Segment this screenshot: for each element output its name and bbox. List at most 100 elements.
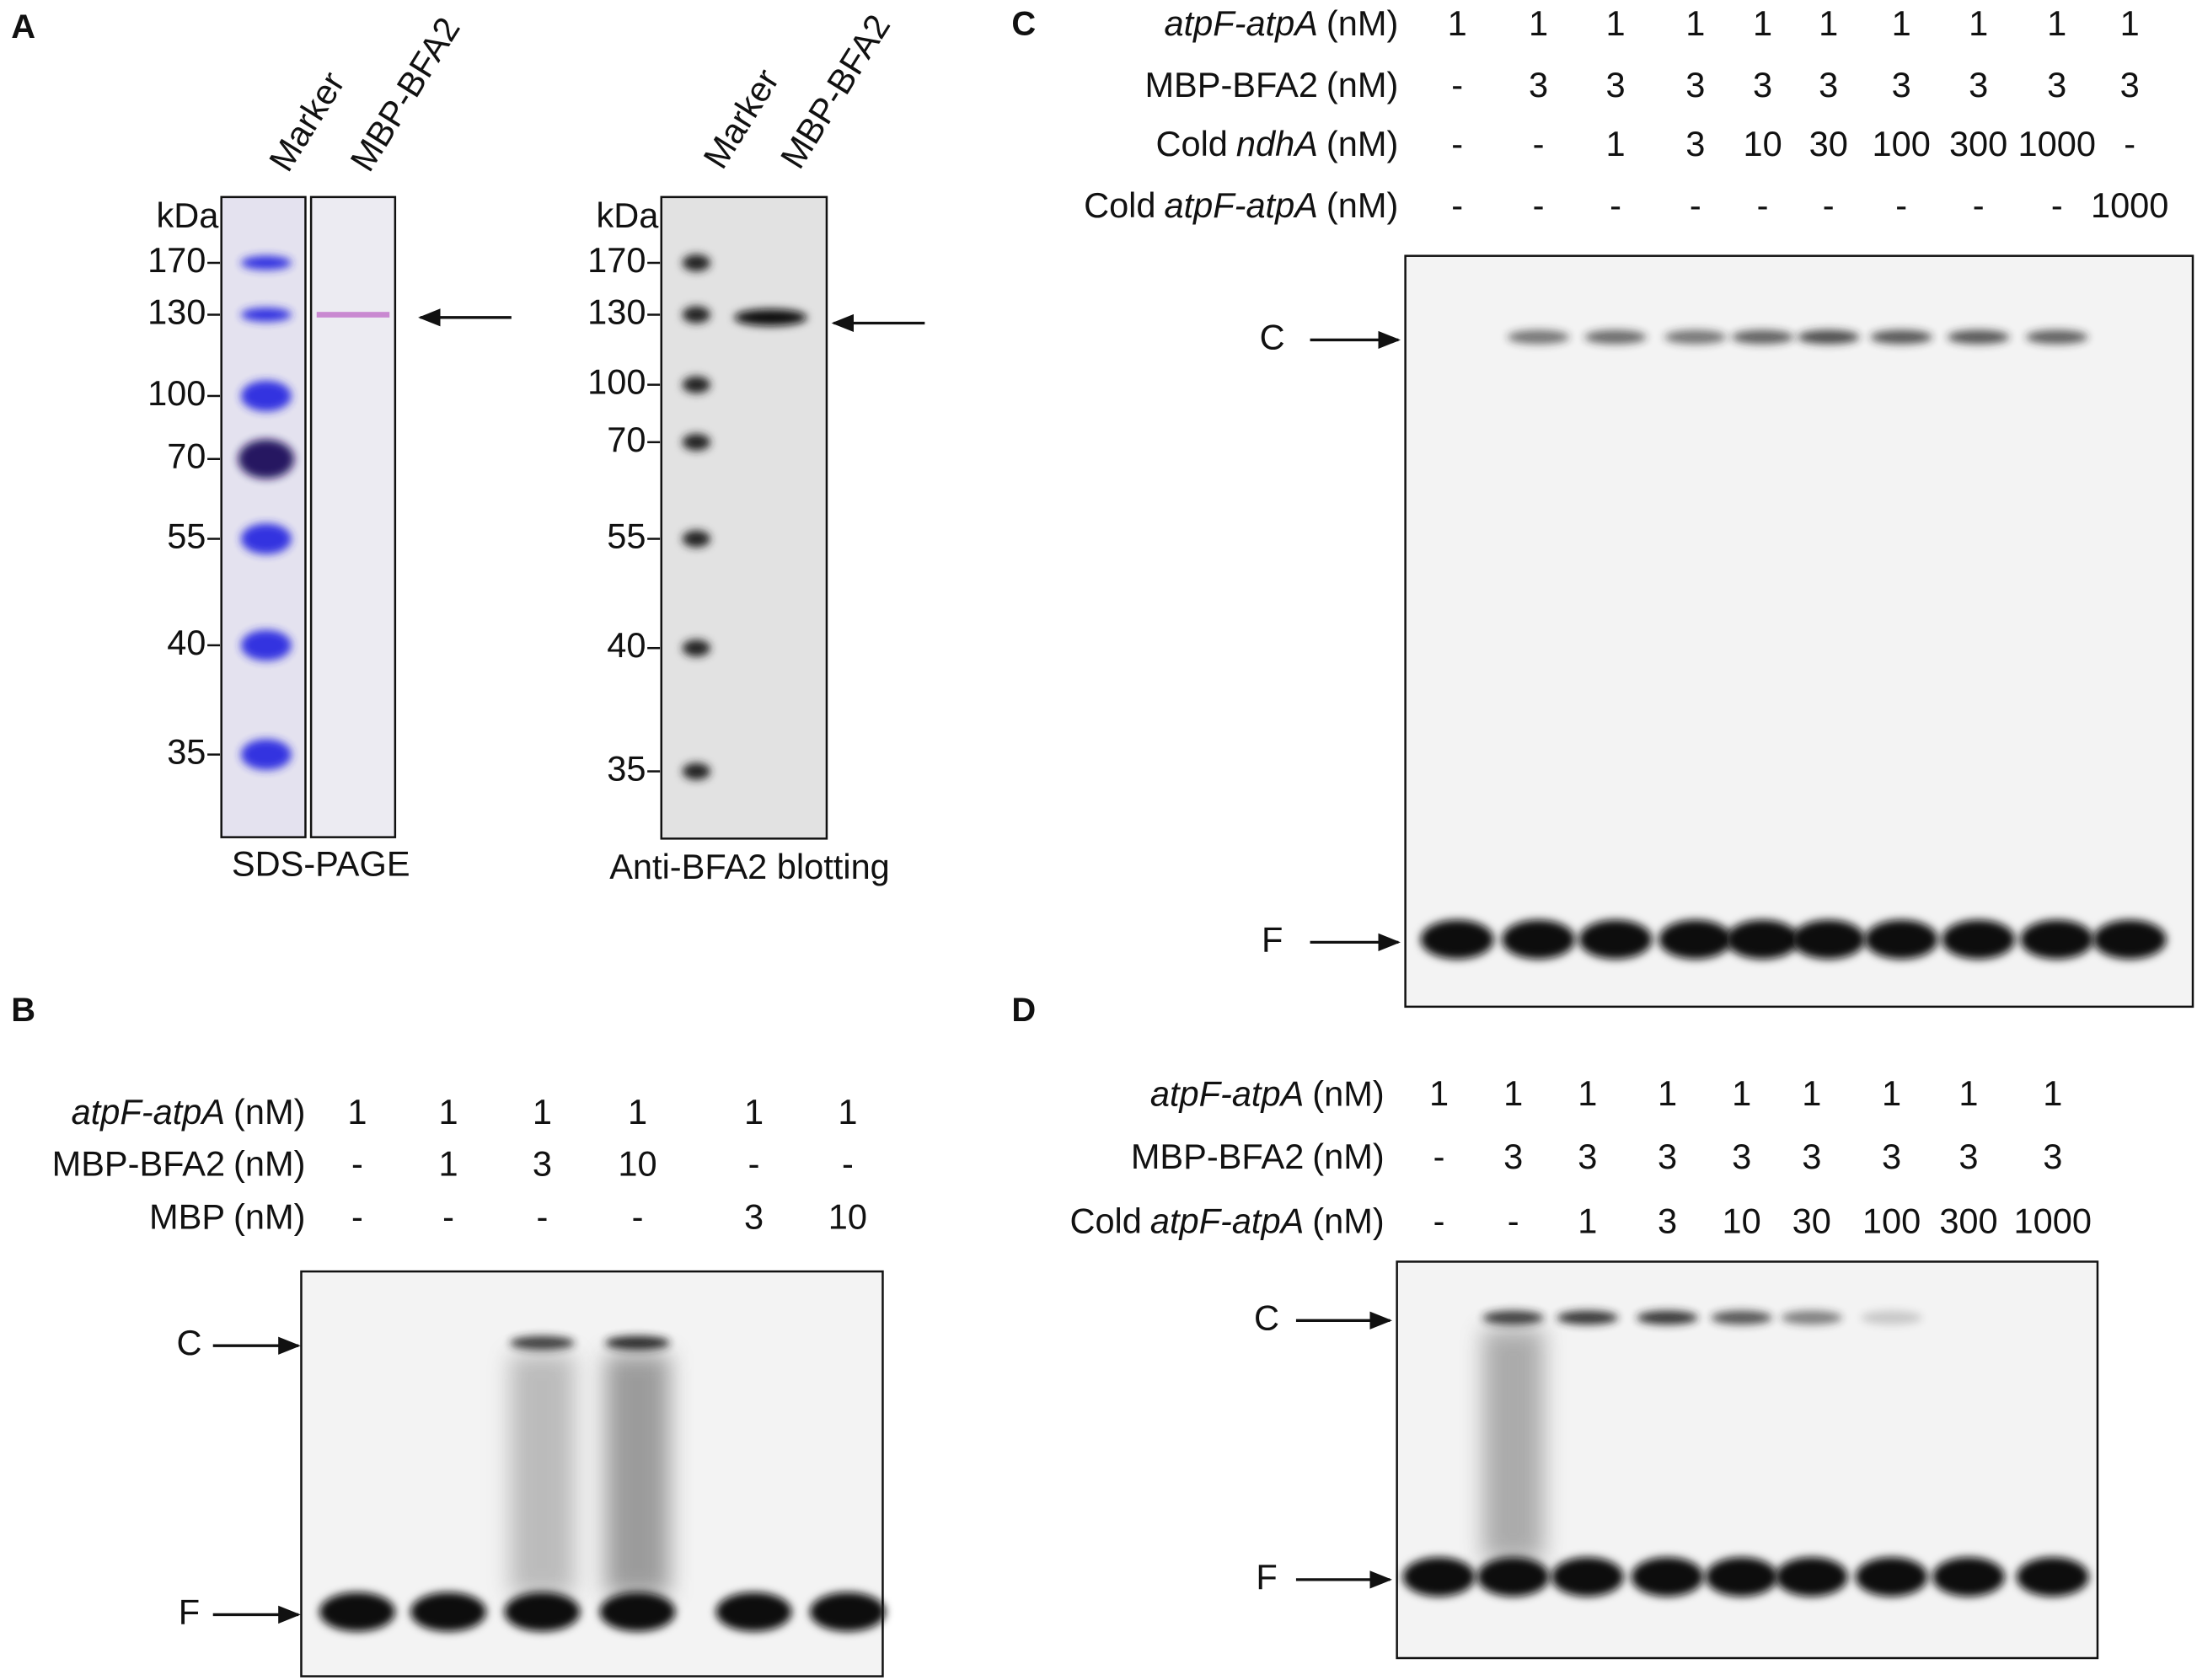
lane-value: 3 [1578, 1137, 1597, 1176]
free-band [715, 1592, 792, 1632]
band-label: F [179, 1592, 200, 1631]
row-label-part: (nM) [1326, 3, 1398, 43]
lane-value: 1 [1658, 1073, 1677, 1113]
row-label: MBP-BFA2 (nM) [52, 1143, 306, 1183]
gel-lane [309, 195, 397, 838]
free-band [809, 1592, 886, 1632]
lane-value: 1 [1529, 3, 1548, 43]
lane-value: - [2124, 124, 2135, 163]
lane-value: - [1433, 1201, 1445, 1241]
lane-value: 3 [1529, 65, 1548, 104]
lane-value: 1 [1753, 3, 1772, 43]
complex-band [1584, 329, 1647, 345]
row-label-part: (nM) [1312, 1201, 1384, 1241]
lane-value: - [1690, 185, 1701, 225]
complex-band [1947, 329, 2010, 345]
row-label-part: (nM) [1326, 65, 1398, 104]
marker-band [238, 439, 295, 479]
marker-label: 55 [167, 516, 206, 556]
gel [1404, 254, 2194, 1009]
marker-label: 40 [607, 625, 646, 665]
row-label-part: (nM) [1312, 1137, 1384, 1176]
marker-label: 100 [587, 362, 646, 402]
protein-band [734, 308, 807, 326]
lane-value: - [537, 1197, 549, 1237]
free-band [1726, 919, 1799, 960]
marker-label: 170 [147, 240, 206, 280]
lane-value: 3 [1685, 65, 1705, 104]
marker-label: 70 [607, 420, 646, 459]
row-label-part: ndhA [1236, 124, 1318, 163]
free-band [1402, 1557, 1476, 1597]
marker-band [682, 254, 710, 271]
panel-letter: A [11, 8, 35, 45]
lane-value: 1 [1819, 3, 1838, 43]
row-label: atpF-atpA (nM) [1164, 3, 1398, 43]
free-band [1551, 1557, 1624, 1597]
row-label: MBP-BFA2 (nM) [1131, 1137, 1385, 1176]
marker-label: 130 [147, 292, 206, 331]
row-label-part: atpF-atpA [1150, 1201, 1304, 1241]
row-label: atpF-atpA (nM) [72, 1092, 306, 1132]
lane-value: 1 [1448, 3, 1467, 43]
lane-value: 3 [1969, 65, 1988, 104]
band-label: F [1262, 919, 1283, 959]
row-label-part: (nM) [1312, 1073, 1384, 1113]
marker-band [240, 629, 292, 661]
free-band [1420, 919, 1494, 960]
lane-value: 1 [438, 1143, 458, 1183]
marker-band [240, 308, 292, 322]
row-label-part: MBP-BFA2 [52, 1143, 225, 1183]
lane-value: - [351, 1143, 363, 1183]
lane-value: 3 [1732, 1137, 1751, 1176]
lane-value: - [1451, 185, 1463, 225]
free-band [1631, 1557, 1704, 1597]
lane-value: 300 [1939, 1201, 1997, 1241]
lane-value: 1 [1605, 3, 1625, 43]
lane-value: - [748, 1143, 760, 1183]
row-label-part: atpF-atpA [1164, 185, 1317, 225]
marker-label: 130 [587, 292, 646, 331]
complex-band [1781, 1310, 1842, 1325]
unit-label: kDa [156, 195, 219, 235]
lane-value: 10 [828, 1197, 867, 1237]
lane-value: - [1508, 1201, 1519, 1241]
marker-band [682, 376, 710, 393]
lane-value: 10 [618, 1143, 656, 1183]
gel-lane [220, 195, 307, 838]
lane-value: - [1757, 185, 1769, 225]
free-band [1932, 1557, 2005, 1597]
lane-value: 3 [1685, 124, 1705, 163]
lane-value: 3 [2120, 65, 2140, 104]
row-label-part: atpF-atpA [1150, 1073, 1304, 1113]
lane-value: 3 [744, 1197, 764, 1237]
lane-value: 3 [1658, 1137, 1677, 1176]
lane-value: 1 [1503, 1073, 1523, 1113]
marker-label: 55 [607, 516, 646, 556]
unit-label: kDa [597, 195, 660, 235]
marker-label: 100 [147, 373, 206, 413]
lane-value: - [1533, 124, 1545, 163]
free-band [2020, 919, 2094, 960]
lane-value: - [442, 1197, 454, 1237]
lane-value: 1 [1892, 3, 1911, 43]
lane-value: - [1610, 185, 1621, 225]
lane-value: 3 [1959, 1137, 1978, 1176]
row-label-part: Cold [1069, 1201, 1141, 1241]
lane-value: - [2051, 185, 2063, 225]
row-label: MBP-BFA2 (nM) [1144, 65, 1398, 104]
free-band [1502, 919, 1575, 960]
lane-value: 1000 [2014, 1201, 2092, 1241]
blot [660, 195, 828, 840]
free-band [2016, 1557, 2089, 1597]
free-band [319, 1592, 395, 1632]
lane-value: 30 [1792, 1201, 1831, 1241]
free-band [1792, 919, 1866, 960]
band-label: C [176, 1323, 201, 1362]
lane-value: 3 [1503, 1137, 1523, 1176]
lane-value: 1 [347, 1092, 367, 1132]
complex-band [1482, 1310, 1544, 1325]
row-label-part: (nM) [233, 1143, 305, 1183]
lane-value: 1 [1578, 1201, 1597, 1241]
row-label-part: Cold [1084, 185, 1155, 225]
